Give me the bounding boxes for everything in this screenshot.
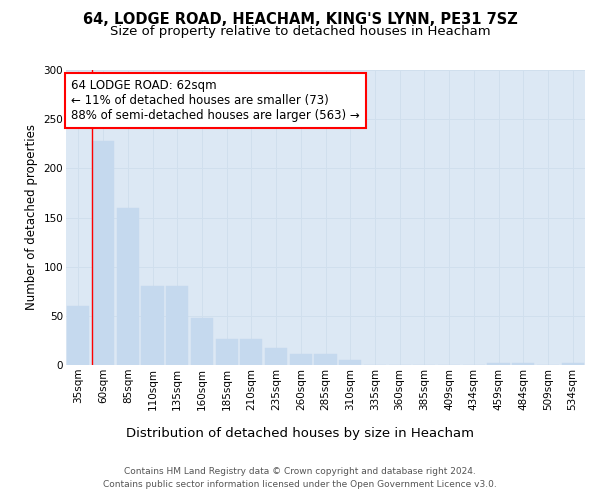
Bar <box>116 208 139 365</box>
Bar <box>339 360 361 365</box>
Bar <box>166 286 188 365</box>
Text: 64 LODGE ROAD: 62sqm
← 11% of detached houses are smaller (73)
88% of semi-detac: 64 LODGE ROAD: 62sqm ← 11% of detached h… <box>71 79 360 122</box>
Bar <box>215 340 238 365</box>
Text: Contains HM Land Registry data © Crown copyright and database right 2024.: Contains HM Land Registry data © Crown c… <box>124 468 476 476</box>
Bar <box>67 306 89 365</box>
Bar <box>142 286 164 365</box>
Y-axis label: Number of detached properties: Number of detached properties <box>25 124 38 310</box>
Text: Contains public sector information licensed under the Open Government Licence v3: Contains public sector information licen… <box>103 480 497 489</box>
Bar <box>562 363 584 365</box>
Text: Distribution of detached houses by size in Heacham: Distribution of detached houses by size … <box>126 428 474 440</box>
Bar <box>512 363 535 365</box>
Text: Size of property relative to detached houses in Heacham: Size of property relative to detached ho… <box>110 25 490 38</box>
Bar <box>314 354 337 365</box>
Bar <box>487 363 509 365</box>
Text: 64, LODGE ROAD, HEACHAM, KING'S LYNN, PE31 7SZ: 64, LODGE ROAD, HEACHAM, KING'S LYNN, PE… <box>83 12 517 28</box>
Bar <box>191 318 213 365</box>
Bar <box>290 354 312 365</box>
Bar <box>92 141 114 365</box>
Bar <box>240 340 262 365</box>
Bar <box>265 348 287 365</box>
